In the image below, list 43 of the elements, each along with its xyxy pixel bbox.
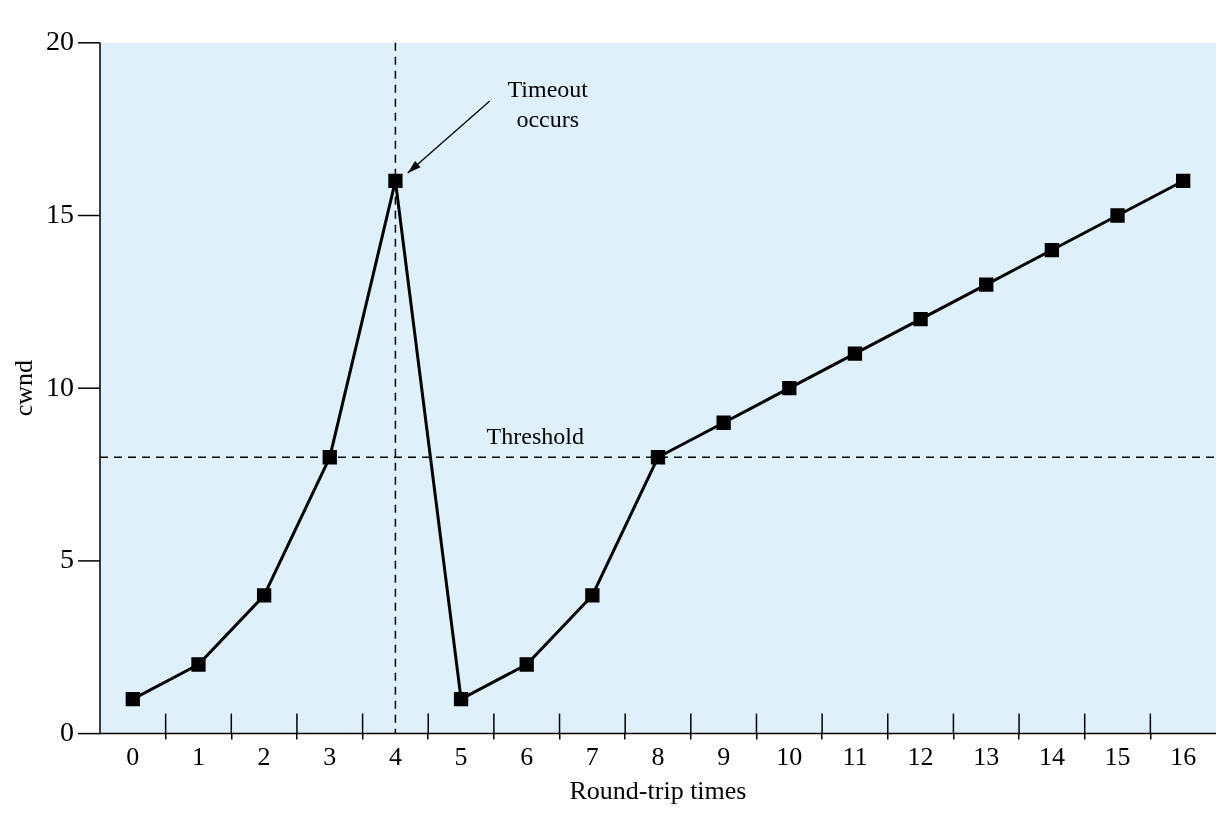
y-tick-label: 20 <box>46 25 74 57</box>
point <box>125 691 140 707</box>
x-tick-label: 10 <box>776 742 803 772</box>
y-axis-title: cwnd <box>9 360 39 417</box>
x-axis-title: Round-trip times <box>569 776 747 806</box>
x-tick-label: 9 <box>717 742 731 772</box>
point <box>650 450 666 465</box>
ref-line-label: Threshold <box>486 422 584 449</box>
point <box>256 588 272 603</box>
x-tick-label: 8 <box>651 742 665 772</box>
x-tick-label: 11 <box>842 742 868 772</box>
point <box>979 277 994 292</box>
y-tick-label: 10 <box>46 370 74 402</box>
x-tick-label: 13 <box>973 742 1000 772</box>
point <box>782 381 797 396</box>
point <box>1044 242 1060 258</box>
x-tick-label: 6 <box>520 742 534 772</box>
point <box>1110 208 1125 223</box>
point <box>453 691 469 707</box>
x-tick-label: 0 <box>126 742 140 772</box>
x-tick-label: 16 <box>1170 742 1197 772</box>
point <box>191 657 206 672</box>
x-tick-label: 14 <box>1038 742 1065 772</box>
annotation: Timeout occurs <box>507 76 589 133</box>
point <box>519 657 534 672</box>
point <box>716 415 731 430</box>
x-tick-label: 4 <box>388 742 402 772</box>
point <box>847 346 863 361</box>
x-tick-label: 3 <box>323 742 337 772</box>
x-tick-label: 7 <box>585 742 599 772</box>
x-tick-label: 5 <box>454 742 468 772</box>
point <box>322 450 337 465</box>
x-tick-label: 1 <box>191 742 205 772</box>
x-tick-label: 12 <box>907 742 934 772</box>
y-tick-label: 5 <box>60 543 74 575</box>
point <box>585 588 600 603</box>
x-tick-label: 15 <box>1104 742 1131 772</box>
x-tick-label: 2 <box>257 742 271 772</box>
y-tick-label: 15 <box>46 197 74 229</box>
point <box>388 173 403 189</box>
point <box>1176 173 1191 189</box>
point <box>913 311 928 327</box>
y-tick-label: 0 <box>60 715 74 747</box>
